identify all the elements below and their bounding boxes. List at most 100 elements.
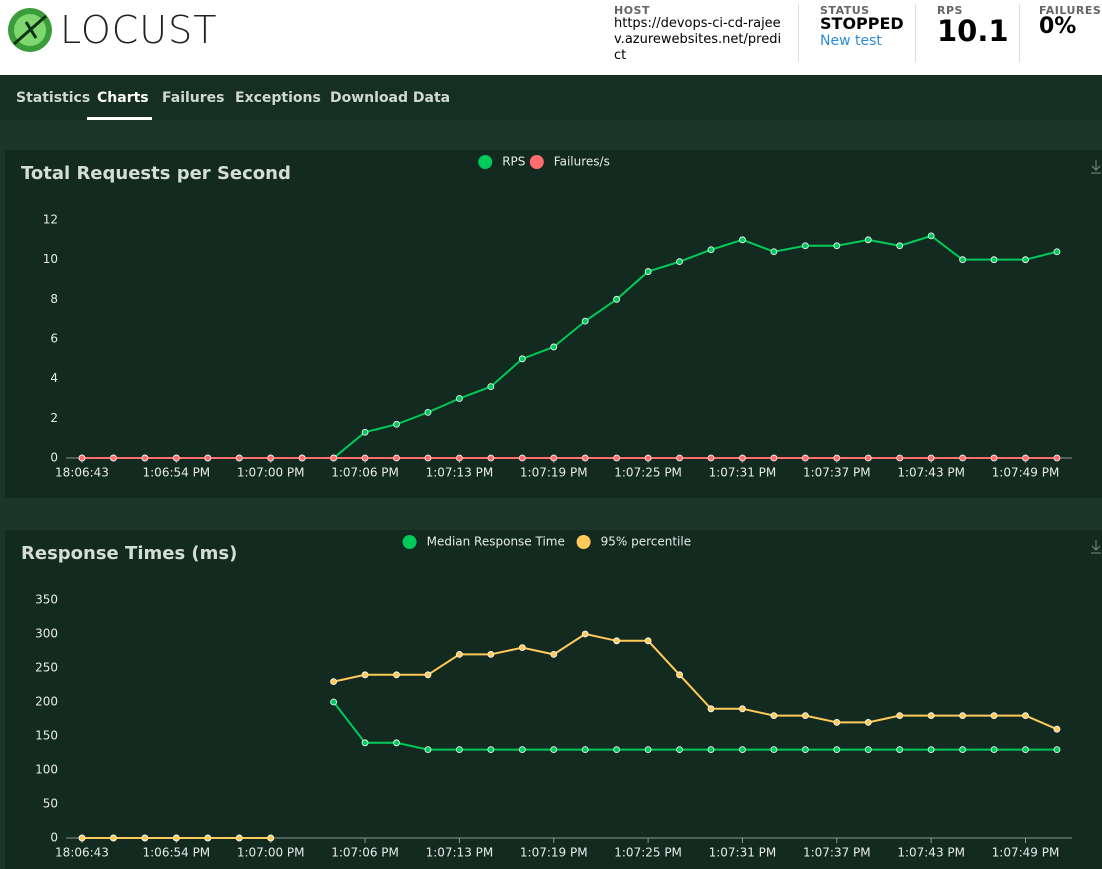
chart-panel <box>5 150 1102 498</box>
divider <box>1019 4 1020 62</box>
divider <box>915 4 916 62</box>
data-point <box>770 712 778 719</box>
data-point <box>1022 746 1029 753</box>
tab-bar: Statistics Charts Failures Exceptions Downlo… <box>0 75 1102 120</box>
new-test-link[interactable]: New test <box>820 33 882 49</box>
x-tick-label: 1:07:19 PM <box>520 466 588 480</box>
data-point <box>204 834 212 842</box>
y-tick-label: 300 <box>35 627 58 641</box>
download-icon <box>1091 540 1101 554</box>
data-point <box>644 268 652 275</box>
data-point <box>487 651 495 658</box>
data-point <box>581 746 589 753</box>
data-point <box>267 834 275 842</box>
data-point <box>707 705 715 713</box>
x-tick-label: 1:07:06 PM <box>331 466 399 480</box>
data-point <box>518 644 526 651</box>
data-point <box>990 746 998 753</box>
legend-marker <box>529 155 544 169</box>
data-point <box>172 834 180 842</box>
y-tick-label: 250 <box>35 661 58 675</box>
series-line <box>332 701 1057 751</box>
host-label: HOST <box>614 4 650 17</box>
data-point <box>393 420 400 428</box>
data-point <box>172 454 180 462</box>
tab[interactable]: Failures <box>162 90 225 106</box>
data-point <box>581 630 589 638</box>
data-point <box>707 746 715 753</box>
tab[interactable]: Exceptions <box>235 90 321 106</box>
x-tick-label: 1:07:49 PM <box>992 846 1060 860</box>
x-tick-label: 1:07:13 PM <box>426 846 494 860</box>
data-point <box>361 428 369 436</box>
legend-marker <box>576 535 591 549</box>
y-tick-label: 0 <box>50 831 58 845</box>
x-tick-label: 1:06:54 PM <box>143 846 211 860</box>
data-point <box>644 746 652 753</box>
data-point <box>801 712 809 719</box>
data-point <box>707 454 715 462</box>
tab[interactable]: Charts <box>97 90 149 106</box>
y-tick-label: 50 <box>43 797 58 811</box>
data-point <box>864 746 872 753</box>
x-tick-label: 1:07:37 PM <box>803 846 871 860</box>
data-point <box>141 454 149 462</box>
header: LOCUST HOST https://devops-ci-cd-rajeev.… <box>0 0 1102 75</box>
data-point <box>833 454 841 462</box>
data-point <box>833 719 841 726</box>
status-label: STATUS <box>820 4 870 17</box>
x-tick-label: 1:07:00 PM <box>237 466 305 480</box>
tab-underline <box>87 117 152 120</box>
data-point <box>770 746 778 753</box>
data-point <box>959 746 966 753</box>
data-point <box>896 712 904 719</box>
y-tick-label: 200 <box>35 695 58 709</box>
data-point <box>361 671 369 679</box>
rps-label: RPS <box>937 4 963 17</box>
y-tick-label: 0 <box>50 451 58 465</box>
host-value: https://devops-ci-cd-rajeev.azurewebsite… <box>614 16 782 63</box>
legend-label: 95% percentile <box>601 535 692 549</box>
data-point <box>959 712 966 719</box>
divider <box>798 4 799 62</box>
data-point <box>644 454 652 462</box>
data-point <box>896 454 904 462</box>
data-point <box>1022 454 1029 462</box>
data-point <box>833 746 841 753</box>
data-point <box>801 454 809 462</box>
logo-icon <box>8 8 52 52</box>
data-point <box>78 454 86 462</box>
y-tick-label: 6 <box>50 332 58 346</box>
legend-label: RPS <box>502 155 525 169</box>
logo-text: LOCUST <box>60 8 218 52</box>
chart-title: Response Times (ms) <box>21 543 237 564</box>
data-point <box>550 651 558 658</box>
legend-marker <box>478 155 493 169</box>
data-point <box>770 248 778 256</box>
data-point <box>833 242 841 250</box>
y-tick-label: 350 <box>35 593 58 607</box>
data-point <box>801 242 809 250</box>
data-point <box>801 746 809 753</box>
chart-panel <box>5 530 1102 869</box>
data-point <box>1053 725 1061 733</box>
data-point <box>455 395 463 402</box>
x-tick-label: 1:07:37 PM <box>803 466 871 480</box>
data-point <box>896 242 904 250</box>
download-icon <box>1091 160 1101 174</box>
data-point <box>330 454 338 462</box>
data-point <box>455 651 463 658</box>
data-point <box>990 256 998 264</box>
tab[interactable]: Download Data <box>330 90 451 106</box>
data-point <box>141 834 149 842</box>
charts: Total Requests per Second 0 2 4 6 8 10 12 18:06:… <box>5 150 1102 869</box>
y-tick-label: 12 <box>43 213 58 227</box>
x-tick-label: 1:07:25 PM <box>614 846 682 860</box>
x-tick-label: 1:07:13 PM <box>426 466 494 480</box>
tab[interactable]: Statistics <box>16 90 91 106</box>
data-point <box>739 236 746 244</box>
x-tick-label: 1:07:31 PM <box>709 846 777 860</box>
legend-label: Failures/s <box>554 155 610 169</box>
data-point <box>613 637 621 645</box>
